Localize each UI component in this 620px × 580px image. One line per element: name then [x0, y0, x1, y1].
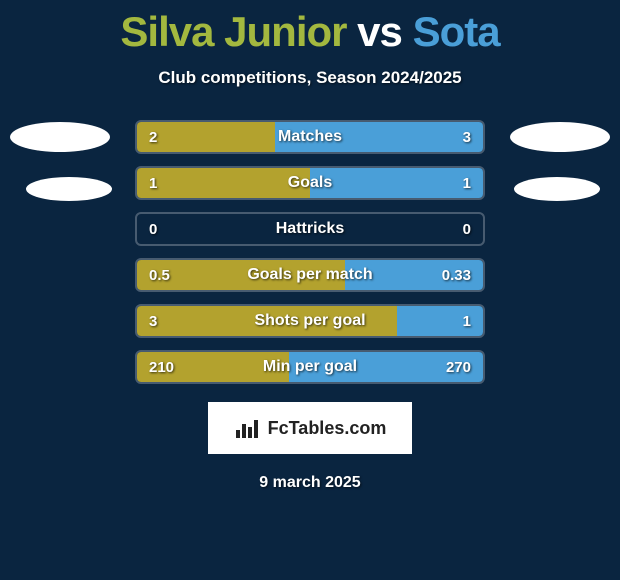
stat-row: Min per goal210 270 [135, 350, 485, 384]
stat-value-right: 1 [463, 168, 471, 198]
player1-name: Silva Junior [120, 8, 346, 55]
team-logo-left-2 [26, 177, 112, 201]
stat-label: Hattricks [137, 214, 483, 244]
brand-bars-icon [234, 416, 262, 440]
stat-label: Min per goal [137, 352, 483, 382]
stat-value-left: 3 [149, 306, 157, 336]
stat-value-left: 1 [149, 168, 157, 198]
comparison-title: Silva Junior vs Sota [0, 0, 620, 56]
stat-row: Goals1 1 [135, 166, 485, 200]
stat-row: Shots per goal3 1 [135, 304, 485, 338]
team-logo-right-2 [514, 177, 600, 201]
team-logo-right-1 [510, 122, 610, 152]
stat-value-right: 0 [463, 214, 471, 244]
stat-value-left: 0 [149, 214, 157, 244]
stat-row: Hattricks0 0 [135, 212, 485, 246]
brand-text: FcTables.com [268, 418, 387, 439]
competition-subtitle: Club competitions, Season 2024/2025 [0, 68, 620, 88]
stat-value-left: 0.5 [149, 260, 170, 290]
snapshot-date: 9 march 2025 [0, 474, 620, 492]
stat-value-left: 2 [149, 122, 157, 152]
stats-chart: Matches23Goals11Hattricks00Goals per mat… [135, 120, 485, 384]
vs-text: vs [357, 8, 402, 55]
stat-value-left: 210 [149, 352, 174, 382]
stat-value-right: 270 [446, 352, 471, 382]
team-logo-left-1 [10, 122, 110, 152]
stat-label: Goals per match [137, 260, 483, 290]
stat-row: Matches2 3 [135, 120, 485, 154]
brand-badge: FcTables.com [208, 402, 412, 454]
stat-row: Goals per match0.5 0.33 [135, 258, 485, 292]
stat-value-right: 3 [463, 122, 471, 152]
stat-value-right: 1 [463, 306, 471, 336]
stat-value-right: 0.33 [442, 260, 471, 290]
stat-label: Shots per goal [137, 306, 483, 336]
player2-name: Sota [413, 8, 500, 55]
stat-label: Goals [137, 168, 483, 198]
stat-label: Matches [137, 122, 483, 152]
